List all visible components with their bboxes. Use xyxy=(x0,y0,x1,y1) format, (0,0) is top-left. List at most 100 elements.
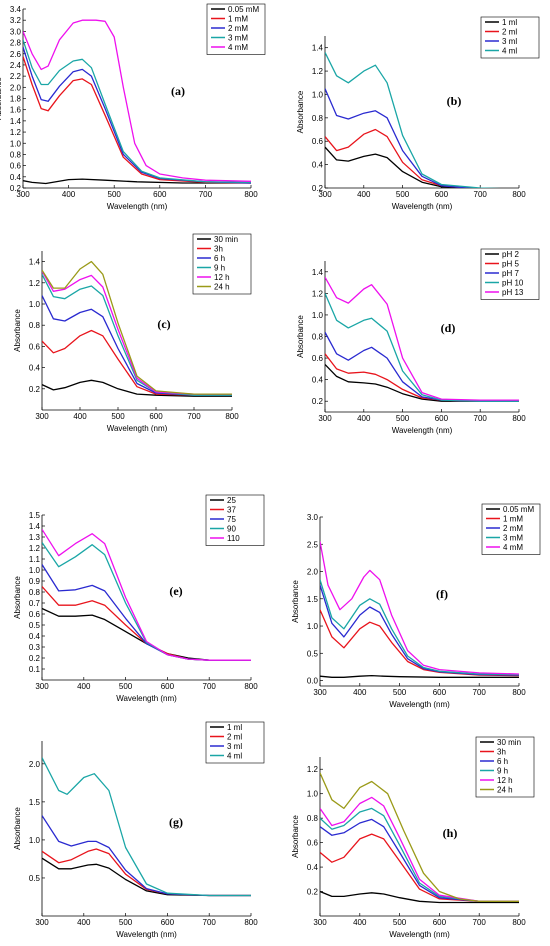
legend-label: 37 xyxy=(227,506,236,515)
x-tick-label: 800 xyxy=(512,918,526,927)
series-line-b-2 xyxy=(325,88,475,188)
y-tick-label: 1.0 xyxy=(29,836,41,845)
y-axis-title: Absorbance xyxy=(13,807,22,850)
y-tick-label: 0.7 xyxy=(29,599,41,608)
y-tick-label: 1.0 xyxy=(29,300,41,309)
series-line-c-2 xyxy=(42,295,232,396)
x-tick-label: 700 xyxy=(473,918,487,927)
y-tick-label: 1.4 xyxy=(29,258,41,267)
y-tick-label: 0.6 xyxy=(312,354,324,363)
series-line-a-1 xyxy=(23,56,251,184)
y-tick-label: 0.9 xyxy=(29,577,41,586)
y-tick-label: 1.2 xyxy=(10,128,22,137)
y-tick-label: 2.0 xyxy=(29,760,41,769)
series-line-a-3 xyxy=(23,39,251,184)
legend-label: 1 mM xyxy=(228,15,248,24)
y-tick-label: 3.0 xyxy=(307,513,319,522)
x-tick-label: 600 xyxy=(149,412,163,421)
y-tick-label: 1.0 xyxy=(29,566,41,575)
series-line-h-2 xyxy=(320,818,519,902)
chart-panel-b: 300 400 500 600 700 800 0.2 0.4 0.6 0.8 1.0 1.2 1.4 W… xyxy=(296,16,540,211)
legend-box xyxy=(205,494,265,546)
legend-label: 90 xyxy=(227,525,236,534)
y-tick-label: 1.4 xyxy=(29,522,41,531)
panel-label: (e) xyxy=(169,584,182,598)
x-tick-label: 800 xyxy=(244,190,258,199)
y-tick-label: 1.2 xyxy=(307,765,319,774)
x-tick-label: 700 xyxy=(474,414,488,423)
x-tick-label: 500 xyxy=(396,414,410,423)
legend-label: 9 h xyxy=(214,264,225,273)
panel-label: (d) xyxy=(441,321,456,335)
y-axis-title: Absorbance xyxy=(291,815,300,858)
y-tick-label: 0.2 xyxy=(307,888,319,897)
series-line-d-3 xyxy=(325,293,519,402)
legend-label: 3 mM xyxy=(228,34,248,43)
y-tick-label: 0.0 xyxy=(307,677,319,686)
series-line-c-1 xyxy=(42,329,232,396)
x-tick-label: 500 xyxy=(393,918,407,927)
x-tick-label: 500 xyxy=(393,688,407,697)
x-tick-label: 600 xyxy=(161,682,175,691)
series-line-b-0 xyxy=(325,146,472,188)
y-tick-label: 1.4 xyxy=(10,117,22,126)
legend-label: 1 ml xyxy=(502,18,517,27)
x-tick-label: 800 xyxy=(512,190,526,199)
legend: 0.05 mM1 mM2 mM3 mM4 mM xyxy=(481,503,541,555)
x-tick-label: 500 xyxy=(119,918,133,927)
y-tick-label: 1.5 xyxy=(29,511,41,520)
x-tick-label: 800 xyxy=(225,412,239,421)
y-tick-label: 0.4 xyxy=(312,161,324,170)
panel-label: (g) xyxy=(169,815,183,829)
y-tick-label: 0.8 xyxy=(312,114,324,123)
y-tick-label: 0.8 xyxy=(29,588,41,597)
series-line-d-0 xyxy=(325,364,519,402)
legend-label: 12 h xyxy=(214,273,230,282)
x-axis-title: Wavelength (nm) xyxy=(389,930,450,939)
panel-label: (a) xyxy=(171,84,185,98)
x-tick-label: 300 xyxy=(313,918,327,927)
legend-label: 0.05 mM xyxy=(228,5,259,14)
series-line-c-5 xyxy=(42,260,232,395)
y-tick-label: 2.5 xyxy=(307,540,319,549)
legend-label: pH 2 xyxy=(502,250,519,259)
x-tick-label: 400 xyxy=(77,918,91,927)
x-tick-label: 300 xyxy=(16,190,30,199)
series-line-f-3 xyxy=(320,579,519,676)
y-tick-label: 1.2 xyxy=(312,289,324,298)
series-line-g-3 xyxy=(42,757,251,897)
legend: 1 ml2 ml3 ml4 ml xyxy=(205,721,265,764)
legend-label: 75 xyxy=(227,515,236,524)
legend-label: 25 xyxy=(227,496,236,505)
y-tick-label: 0.8 xyxy=(312,333,324,342)
y-tick-label: 0.1 xyxy=(29,665,41,674)
legend-label: 2 ml xyxy=(502,28,517,37)
y-tick-label: 1.0 xyxy=(312,311,324,320)
x-axis-title: Wavelength (nm) xyxy=(116,930,177,939)
y-tick-label: 0.6 xyxy=(29,342,41,351)
legend-label: 30 min xyxy=(214,235,238,244)
legend-box xyxy=(480,248,540,300)
legend-label: 30 min xyxy=(497,738,521,747)
series-line-h-0 xyxy=(320,890,519,904)
legend: 1 ml2 ml3 ml4 ml xyxy=(480,16,540,59)
legend-label: 12 h xyxy=(497,776,513,785)
legend-label: 110 xyxy=(227,534,240,543)
y-tick-label: 0.5 xyxy=(307,649,319,658)
legend-label: 3h xyxy=(497,748,506,757)
y-tick-label: 1.0 xyxy=(312,90,324,99)
x-axis-title: Wavelength (nm) xyxy=(116,694,177,703)
y-axis-title: Absorbance xyxy=(13,576,22,619)
x-tick-label: 300 xyxy=(318,414,332,423)
y-tick-label: 2.6 xyxy=(10,50,22,59)
y-tick-label: 0.8 xyxy=(10,150,22,159)
legend-box xyxy=(206,3,266,55)
x-tick-label: 600 xyxy=(435,190,449,199)
x-tick-label: 400 xyxy=(77,682,91,691)
series-line-b-3 xyxy=(325,52,502,188)
series-line-e-4 xyxy=(42,528,251,661)
y-tick-label: 3.4 xyxy=(10,5,22,14)
legend-box xyxy=(475,736,535,798)
